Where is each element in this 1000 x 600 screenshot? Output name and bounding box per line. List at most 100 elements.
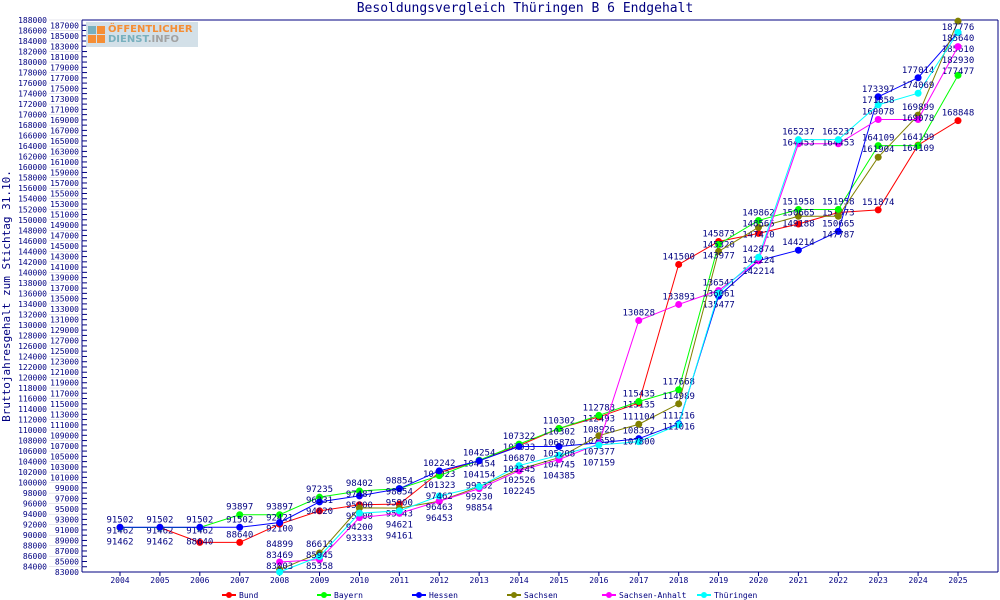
data-label: 164199 (902, 133, 935, 143)
legend-label: Bund (239, 591, 258, 600)
y-tick-label: 133000 (50, 305, 79, 314)
y-tick-label: 156000 (18, 184, 47, 193)
y-tick-label: 178000 (18, 69, 47, 78)
x-tick-label: 2021 (789, 576, 808, 585)
data-label: 105208 (543, 449, 576, 459)
data-point (954, 28, 962, 36)
data-label: 173397 (862, 85, 895, 95)
y-tick-label: 108000 (18, 437, 47, 446)
x-tick-label: 2025 (948, 576, 967, 585)
y-tick-label: 142000 (18, 258, 47, 267)
data-point (355, 504, 363, 512)
y-tick-label: 103000 (50, 463, 79, 472)
x-tick-label: 2019 (709, 576, 728, 585)
data-point (954, 71, 962, 79)
legend-label: Sachsen (524, 591, 558, 600)
data-label: 95900 (386, 499, 413, 509)
y-tick-label: 146000 (18, 237, 47, 246)
y-tick-label: 181000 (50, 53, 79, 62)
x-tick-label: 2015 (549, 576, 568, 585)
y-tick-label: 115000 (50, 400, 79, 409)
y-tick-label: 188000 (18, 16, 47, 25)
data-label: 165237 (782, 128, 815, 138)
y-tick-label: 184000 (18, 37, 47, 46)
y-tick-label: 93000 (55, 515, 79, 524)
data-point (715, 289, 723, 297)
data-point (874, 101, 882, 109)
data-point (515, 443, 523, 451)
data-label: 142224 (742, 256, 775, 266)
series-line (120, 120, 959, 543)
data-point (874, 142, 882, 150)
y-tick-label: 107000 (50, 442, 79, 451)
y-tick-label: 164000 (18, 142, 47, 151)
data-label: 104154 (463, 470, 496, 480)
y-tick-label: 106000 (18, 447, 47, 456)
data-point (754, 223, 762, 231)
y-tick-label: 139000 (50, 274, 79, 283)
y-tick-label: 173000 (50, 95, 79, 104)
data-label: 96331 (306, 496, 333, 506)
y-tick-label: 171000 (50, 105, 79, 114)
data-point (834, 227, 842, 235)
y-tick-label: 129000 (50, 326, 79, 335)
y-tick-label: 157000 (50, 179, 79, 188)
data-label: 182930 (942, 56, 975, 66)
x-tick-label: 2009 (310, 576, 329, 585)
data-label: 108926 (583, 425, 616, 435)
data-label: 101323 (423, 481, 456, 491)
x-tick-label: 2023 (869, 576, 888, 585)
y-tick-label: 88000 (23, 542, 47, 551)
y-tick-label: 131000 (50, 316, 79, 325)
y-tick-label: 158000 (18, 174, 47, 183)
data-point (276, 568, 284, 576)
y-tick-label: 159000 (50, 168, 79, 177)
y-tick-label: 119000 (50, 379, 79, 388)
y-tick-label: 135000 (50, 295, 79, 304)
data-point (874, 115, 882, 123)
data-point (794, 220, 802, 228)
data-label: 94620 (306, 507, 333, 517)
data-label: 104254 (463, 448, 496, 458)
data-label: 149862 (742, 208, 775, 218)
y-tick-label: 95000 (55, 505, 79, 514)
data-label: 91462 (146, 537, 173, 547)
y-tick-label: 125000 (50, 347, 79, 356)
y-tick-label: 121000 (50, 368, 79, 377)
y-tick-label: 109000 (50, 431, 79, 440)
data-label: 86613 (306, 540, 333, 550)
data-point (316, 553, 324, 561)
data-label: 136061 (702, 290, 735, 300)
y-tick-label: 87000 (55, 547, 79, 556)
y-tick-label: 155000 (50, 189, 79, 198)
y-tick-label: 172000 (18, 100, 47, 109)
data-point (874, 93, 882, 101)
data-label: 84899 (266, 540, 293, 550)
data-point (236, 511, 244, 519)
x-tick-label: 2024 (908, 576, 927, 585)
data-point (954, 17, 962, 25)
data-label: 91502 (226, 515, 253, 525)
data-point (834, 212, 842, 220)
data-label: 135477 (702, 301, 735, 311)
y-tick-label: 120000 (18, 373, 47, 382)
data-label: 148565 (742, 219, 775, 229)
y-tick-label: 180000 (18, 58, 47, 67)
data-label: 103245 (503, 465, 536, 475)
data-point (794, 212, 802, 220)
y-tick-label: 143000 (50, 253, 79, 262)
x-tick-label: 2008 (270, 576, 289, 585)
data-point (435, 492, 443, 500)
data-label: 142214 (742, 267, 775, 277)
data-point (355, 509, 363, 517)
y-tick-label: 168000 (18, 121, 47, 130)
data-label: 108362 (623, 427, 656, 437)
data-point (555, 443, 563, 451)
data-point (715, 247, 723, 255)
data-point (635, 317, 643, 325)
legend-marker (511, 592, 517, 598)
logo-icon (88, 26, 105, 43)
y-tick-label: 102000 (18, 468, 47, 477)
y-tick-label: 183000 (50, 42, 79, 51)
data-label: 88640 (226, 530, 253, 540)
